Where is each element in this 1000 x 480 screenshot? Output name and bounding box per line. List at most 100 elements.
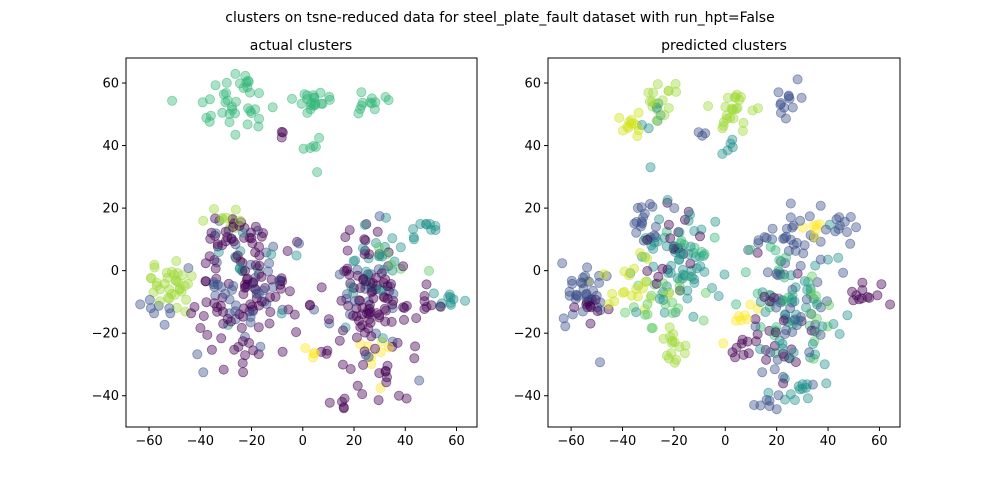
scatter-point (258, 228, 269, 239)
scatter-point (334, 335, 345, 346)
scatter-point (703, 101, 714, 112)
scatter-point (637, 120, 648, 131)
scatter-point (765, 347, 776, 358)
scatter-point (293, 238, 304, 249)
scatter-point (300, 342, 311, 353)
scatter-point (240, 350, 251, 361)
scatter-point (336, 295, 347, 306)
scatter-point (773, 390, 784, 401)
scatter-point (204, 94, 215, 105)
scatter-point (659, 110, 670, 121)
scatter-point (239, 265, 250, 276)
scatter-point (154, 296, 165, 307)
scatter-point (624, 116, 635, 127)
scatter-point (812, 299, 823, 310)
scatter-point (238, 289, 249, 300)
scatter-point (316, 282, 327, 293)
scatter-point (680, 214, 691, 225)
scatter-point (755, 322, 766, 333)
scatter-point (242, 75, 253, 86)
scatter-point (230, 239, 241, 250)
scatter-point (368, 293, 379, 304)
scatter-point (864, 292, 875, 303)
scatter-point (210, 213, 221, 224)
scatter-point (811, 313, 822, 324)
scatter-point (274, 275, 285, 286)
scatter-point (848, 295, 859, 306)
scatter-point (769, 364, 780, 375)
scatter-point (646, 290, 657, 301)
scatter-point (359, 346, 370, 357)
scatter-point (845, 238, 856, 249)
scatter-point (639, 208, 650, 219)
scatter-point (282, 245, 293, 256)
scatter-point (603, 299, 614, 310)
scatter-point (776, 107, 787, 118)
scatter-point (753, 235, 764, 246)
scatter-point (208, 203, 219, 214)
scatter-point (680, 340, 691, 351)
scatter-point (324, 397, 335, 408)
scatter-point (262, 266, 273, 277)
scatter-point (370, 97, 381, 108)
scatter-point (198, 215, 209, 226)
scatter-point (796, 92, 807, 103)
scatter-point (690, 252, 701, 263)
y-tick-label: −20 (92, 327, 119, 342)
scatter-point (781, 252, 792, 263)
scatter-point (364, 303, 375, 314)
scatter-point (350, 255, 361, 266)
scatter-point (253, 349, 264, 360)
scatter-point (373, 242, 384, 253)
scatter-point (791, 237, 802, 248)
scatter-point (631, 227, 642, 238)
scatter-point (230, 129, 241, 140)
scatter-point (220, 226, 231, 237)
scatter-point (802, 393, 813, 404)
scatter-point (387, 303, 398, 314)
scatter-point (642, 253, 653, 264)
scatter-point (567, 278, 578, 289)
y-tick-label: 40 (524, 139, 541, 154)
scatter-point (642, 309, 653, 320)
scatter-point (201, 297, 212, 308)
scatter-point (785, 198, 796, 209)
scatter-point (345, 363, 356, 374)
scatter-point (379, 292, 390, 303)
scatter-point (767, 223, 778, 234)
scatter-point (607, 288, 618, 299)
scatter-point (291, 250, 302, 261)
scatter-point (359, 249, 370, 260)
scatter-point (828, 318, 839, 329)
scatter-point (685, 241, 696, 252)
scatter-point (709, 232, 720, 243)
scatter-point (594, 277, 605, 288)
scatter-point (386, 259, 397, 270)
scatter-point (743, 348, 754, 359)
scatter-point (590, 294, 601, 305)
scatter-point (337, 325, 348, 336)
scatter-point (719, 269, 730, 280)
scatter-point (799, 276, 810, 287)
scatter-points (135, 68, 471, 414)
scatter-point (662, 194, 673, 205)
scatter-point (411, 313, 422, 324)
scatter-point (663, 103, 674, 114)
scatter-point (633, 107, 644, 118)
scatter-point (245, 317, 256, 328)
scatter-point (649, 230, 660, 241)
scatter-point (356, 87, 367, 98)
scatter-point (642, 265, 653, 276)
scatter-point (637, 283, 648, 294)
scatter-point (388, 295, 399, 306)
scatter-point (253, 322, 264, 333)
scatter-point (217, 306, 228, 317)
scatter-point (557, 258, 568, 269)
scatter-point (675, 248, 686, 259)
scatter-point (787, 326, 798, 337)
scatter-point (430, 224, 441, 235)
scatter-point (225, 316, 236, 327)
x-tick-label: 20 (768, 434, 785, 449)
scatter-point (658, 294, 669, 305)
